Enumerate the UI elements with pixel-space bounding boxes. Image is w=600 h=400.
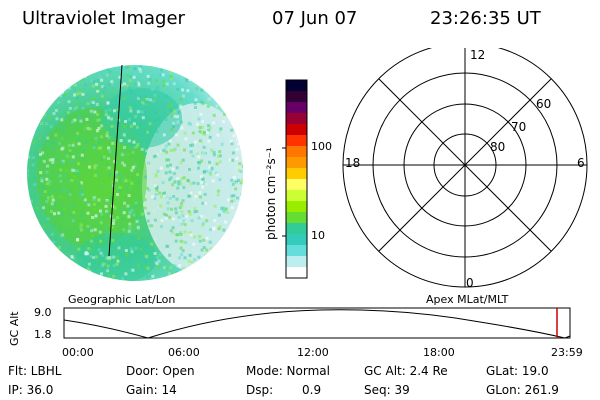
alt-xtick-0600: 06:00 bbox=[168, 346, 200, 359]
altitude-plot bbox=[63, 307, 571, 339]
colorbar bbox=[282, 79, 308, 279]
mlt-label-6: 6 bbox=[577, 156, 585, 170]
colorbar-cell bbox=[286, 91, 307, 103]
colorbar-cell bbox=[286, 223, 307, 235]
status-seq: Seq: 39 bbox=[364, 383, 410, 397]
colorbar-cell bbox=[286, 212, 307, 224]
status-mode: Mode: Normal bbox=[246, 364, 330, 378]
colorbar-tick-10: 10 bbox=[311, 229, 325, 242]
alt-xtick-2359: 23:59 bbox=[551, 346, 583, 359]
altitude-plot-frame bbox=[63, 307, 571, 339]
alt-ylabel: GC Alt bbox=[8, 311, 21, 346]
alt-ylabel-wrap: GC Alt bbox=[8, 306, 24, 346]
app-title: Ultraviolet Imager bbox=[22, 8, 185, 29]
time-readout: 23:26:35 UT bbox=[430, 8, 541, 29]
colorbar-cell bbox=[286, 80, 307, 92]
status-glon: GLon: 261.9 bbox=[486, 383, 559, 397]
colorbar-cell bbox=[286, 179, 307, 191]
mlt-label-18: 18 bbox=[345, 156, 361, 170]
uv-image-panel bbox=[27, 64, 243, 281]
status-ip: IP: 36.0 bbox=[8, 383, 54, 397]
status-glat: GLat: 19.0 bbox=[486, 364, 549, 378]
mlt-label-0: 0 bbox=[466, 276, 474, 290]
date-readout: 07 Jun 07 bbox=[272, 8, 358, 29]
geographic-caption: Geographic Lat/Lon bbox=[68, 293, 176, 306]
colorbar-unit-label: photon cm⁻²s⁻¹ bbox=[264, 147, 278, 240]
mlt-label-12: 12 bbox=[470, 48, 486, 62]
alt-ytick-low: 1.8 bbox=[34, 328, 52, 341]
colorbar-cell bbox=[286, 245, 307, 257]
colorbar-tick-100: 100 bbox=[311, 140, 332, 153]
status-dsp-label: Dsp: bbox=[246, 383, 274, 397]
status-filter: Flt: LBHL bbox=[8, 364, 62, 378]
alt-xtick-1200: 12:00 bbox=[297, 346, 329, 359]
colorbar-cell bbox=[286, 146, 307, 158]
colorbar-cell bbox=[286, 201, 307, 213]
status-gain: Gain: 14 bbox=[126, 383, 177, 397]
colorbar-cell bbox=[286, 234, 307, 246]
status-dsp-value: 0.9 bbox=[302, 383, 322, 397]
mlat-label-60: 60 bbox=[536, 97, 552, 111]
alt-xtick-0000: 00:00 bbox=[62, 346, 94, 359]
colorbar-cell bbox=[286, 157, 307, 169]
uv-image bbox=[27, 65, 243, 281]
status-gc-alt: GC Alt: 2.4 Re bbox=[364, 364, 448, 378]
alt-ytick-high: 9.0 bbox=[34, 306, 52, 319]
ground-track-line bbox=[108, 64, 123, 257]
colorbar-cell bbox=[286, 113, 307, 125]
colorbar-cell bbox=[286, 135, 307, 147]
colorbar-cell bbox=[286, 168, 307, 180]
polar-grid bbox=[342, 48, 588, 288]
colorbar-cell bbox=[286, 190, 307, 202]
status-door: Door: Open bbox=[126, 364, 195, 378]
mlat-label-80: 80 bbox=[490, 140, 506, 154]
colorbar-cell bbox=[286, 124, 307, 136]
colorbar-cell bbox=[286, 267, 307, 279]
colorbar-cell bbox=[286, 256, 307, 268]
colorbar-cell bbox=[286, 102, 307, 114]
colorbar-unit-label-wrap: photon cm⁻²s⁻¹ bbox=[264, 147, 280, 256]
apex-caption: Apex MLat/MLT bbox=[426, 293, 509, 306]
altitude-curve bbox=[63, 309, 571, 339]
polar-diagonal-2 bbox=[378, 78, 552, 252]
mlat-label-70: 70 bbox=[511, 120, 527, 134]
alt-xtick-1800: 18:00 bbox=[423, 346, 455, 359]
